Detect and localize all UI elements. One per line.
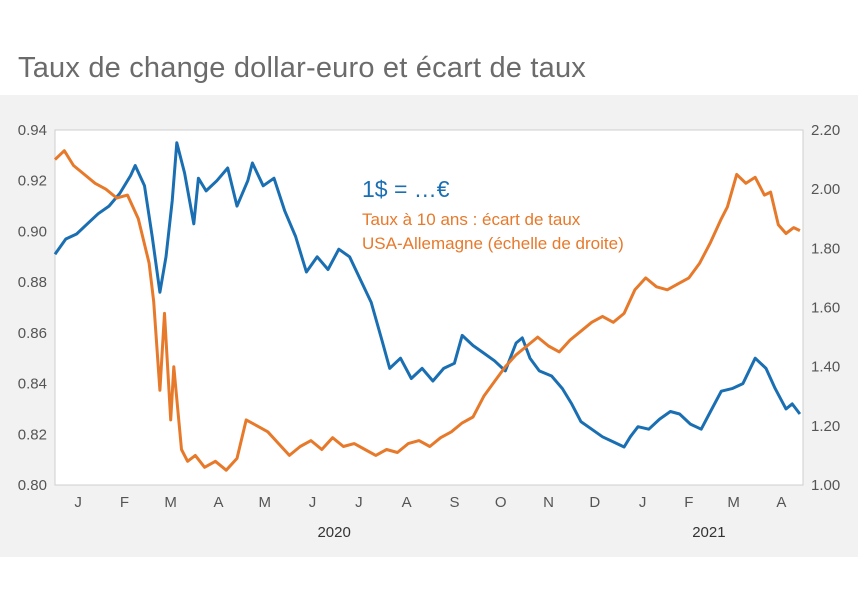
left-tick-label: 0.80 (18, 477, 47, 494)
left-axis: 0.80 0.82 0.84 0.86 0.88 0.90 0.92 0.94 (18, 122, 47, 494)
left-tick-label: 0.82 (18, 426, 47, 443)
series-line-rate-spread (53, 149, 801, 472)
series-lines (53, 141, 802, 472)
month-label: M (258, 494, 271, 511)
left-tick-label: 0.84 (18, 376, 47, 393)
legend-orange-line2: USA-Allemagne (échelle de droite) (362, 234, 624, 253)
right-tick-label: 2.20 (811, 122, 840, 139)
legend-orange-line1: Taux à 10 ans : écart de taux (362, 210, 581, 229)
month-label: D (589, 494, 600, 511)
chart-title: Taux de change dollar-euro et écart de t… (18, 52, 587, 84)
month-label: M (164, 494, 177, 511)
month-label: F (120, 494, 129, 511)
month-label: O (495, 494, 507, 511)
right-tick-label: 2.00 (811, 181, 840, 198)
right-tick-label: 1.40 (811, 359, 840, 376)
right-axis: 1.00 1.20 1.40 1.60 1.80 2.00 2.20 (811, 122, 840, 494)
month-label: A (213, 494, 223, 511)
right-tick-label: 1.80 (811, 240, 840, 257)
month-label: J (639, 494, 647, 511)
series-line-usd-eur (53, 141, 802, 449)
month-label: S (449, 494, 459, 511)
month-label: N (543, 494, 554, 511)
year-label: 2021 (692, 524, 725, 541)
left-tick-label: 0.94 (18, 122, 47, 139)
left-tick-label: 0.92 (18, 173, 47, 190)
month-label: J (355, 494, 363, 511)
left-tick-label: 0.90 (18, 223, 47, 240)
right-tick-label: 1.60 (811, 300, 840, 317)
right-tick-label: 1.20 (811, 418, 840, 435)
month-label: M (727, 494, 740, 511)
month-label: A (776, 494, 786, 511)
year-label: 2020 (317, 524, 350, 541)
month-label: F (684, 494, 693, 511)
legend-blue: 1$ = …€ (362, 176, 450, 202)
month-label: J (74, 494, 82, 511)
right-tick-label: 1.00 (811, 477, 840, 494)
left-tick-label: 0.88 (18, 274, 47, 291)
month-label: A (402, 494, 412, 511)
month-label: J (309, 494, 317, 511)
left-tick-label: 0.86 (18, 325, 47, 342)
x-axis: J F M A M J J A S O N D J F M A 2020 2021 (74, 494, 786, 541)
